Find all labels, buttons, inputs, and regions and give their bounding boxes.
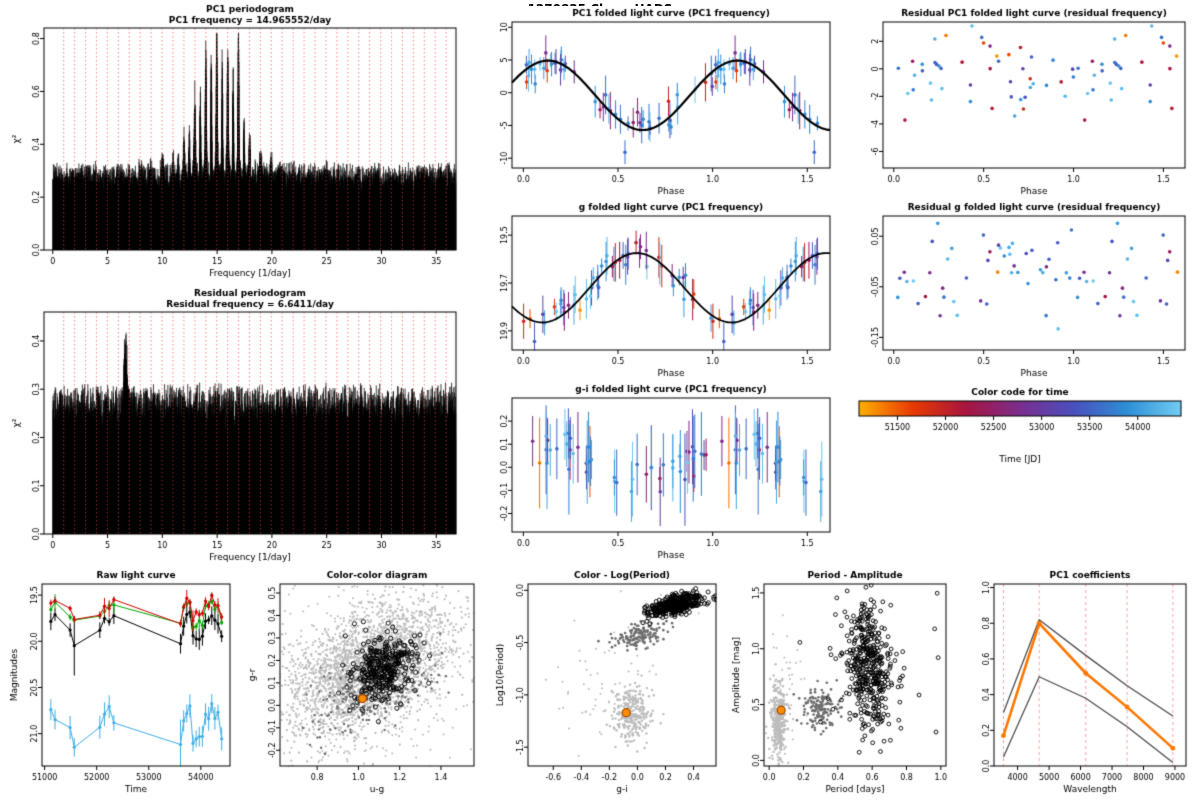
pc1-folded-light-curve-chart: [474, 6, 838, 198]
g-folded-light-curve-chart: [474, 200, 838, 380]
residual-pc1-folded-chart: [845, 6, 1195, 198]
residual-periodogram-chart: [6, 286, 466, 566]
pc1-periodogram-chart: [6, 2, 466, 282]
gi-folded-light-curve-chart: [474, 382, 838, 562]
period-amplitude-chart: [728, 568, 954, 798]
color-logperiod-chart: [488, 568, 724, 798]
residual-g-folded-chart: [845, 200, 1195, 380]
color-color-diagram-chart: [244, 568, 482, 798]
raw-light-curve-chart: [6, 568, 238, 798]
time-colorbar: [845, 385, 1195, 470]
pc1-coefficients-chart: [958, 568, 1194, 798]
